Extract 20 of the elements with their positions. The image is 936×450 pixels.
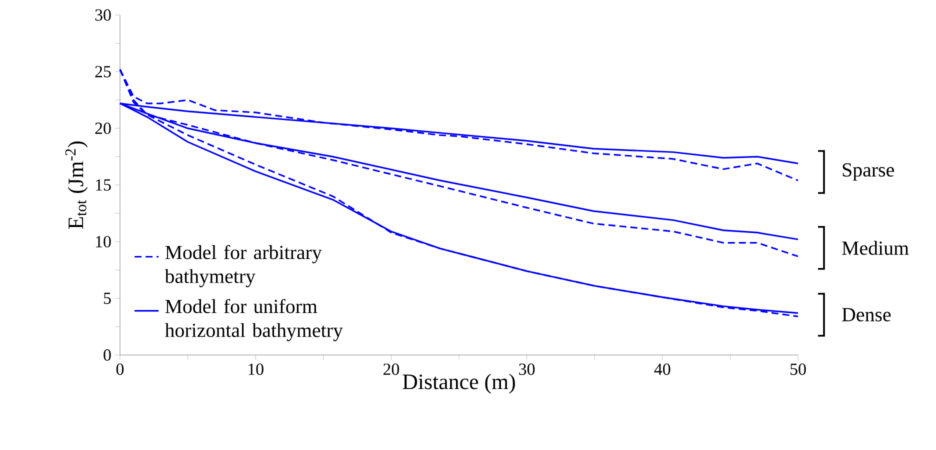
x-tick-label: 10 (248, 364, 264, 375)
x-tick-label: 20 (383, 364, 400, 375)
y-tick-label: 20 (95, 122, 111, 134)
x-tick-label: 50 (790, 364, 806, 375)
x-tick-label: 40 (654, 364, 670, 375)
y-axis-title: E$_{tot}$ (Jm$^{-2}$) (65, 141, 88, 229)
text: Dense (842, 308, 891, 322)
y-tick-label: 0 (104, 349, 111, 361)
y-tick-label: 30 (95, 9, 111, 21)
text: Medium (842, 240, 909, 255)
legend-label: Model for arbitrary bathymetry (164, 244, 322, 288)
y-tick-label: 5 (104, 292, 111, 304)
legend-label: Model for uniform horizontal bathymetry (164, 298, 343, 342)
y-tick-label: 25 (95, 66, 111, 78)
text: Sparse (842, 163, 894, 181)
x-tick-label: 0 (116, 364, 124, 375)
x-tick-label: 30 (519, 364, 535, 375)
x-axis-title: Distance (m) (402, 374, 515, 394)
y-tick-label: 15 (96, 179, 111, 191)
y-tick-label: 10 (96, 236, 111, 248)
